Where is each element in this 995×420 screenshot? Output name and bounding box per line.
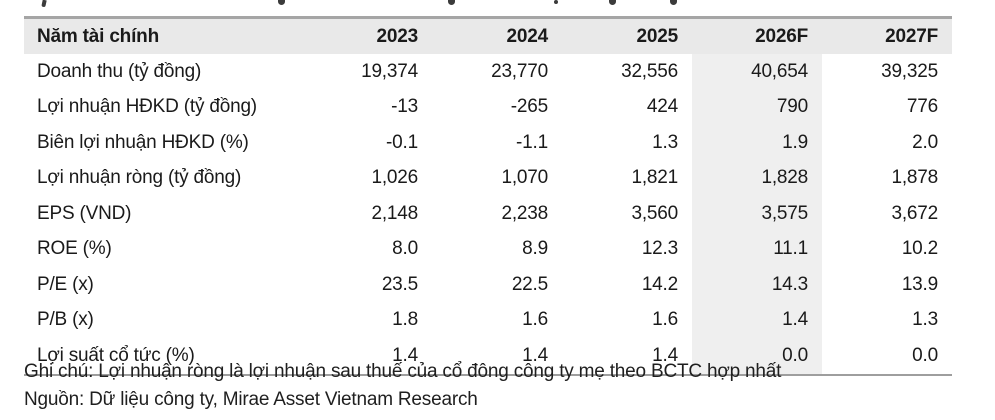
value-cell: 1.4	[652, 344, 678, 366]
value-cell: 0.0	[912, 344, 938, 366]
row-label: Biên lợi nhuận HĐKD (%)	[37, 131, 249, 153]
table-row: Doanh thu (tỷ đồng) 19,374 23,770 32,556 40,…	[24, 54, 952, 90]
source-line: Nguồn: Dữ liệu công ty, Mirae Asset Viet…	[24, 389, 478, 410]
table-row: P/E (x) 23.5 22.5 14.2 14.3 13.9	[24, 267, 952, 303]
value-cell: 3,672	[891, 202, 938, 224]
cropped-text-fragment	[554, 0, 558, 4]
value-cell: 1.8	[392, 309, 418, 331]
row-label: P/E (x)	[37, 273, 94, 295]
value-cell: 1.6	[522, 309, 548, 331]
header-2027f: 2027F	[822, 17, 952, 54]
value-cell: 8.9	[522, 238, 548, 260]
value-cell: 1,821	[631, 167, 678, 189]
table-body: Doanh thu (tỷ đồng) 19,374 23,770 32,556 40,…	[24, 54, 952, 375]
value-cell: 790	[692, 89, 822, 125]
value-cell: -265	[510, 96, 548, 118]
row-label: ROE (%)	[37, 238, 112, 260]
table-row: ROE (%) 8.0 8.9 12.3 11.1 10.2	[24, 231, 952, 267]
value-cell: 1,070	[501, 167, 548, 189]
value-cell: 424	[646, 96, 678, 118]
value-cell: 1.6	[652, 309, 678, 331]
row-label: Lợi suất cổ tức (%)	[37, 344, 195, 366]
value-cell: 2,148	[371, 202, 418, 224]
value-cell: 11.1	[692, 231, 822, 267]
table-row: Biên lợi nhuận HĐKD (%) -0.1 -1.1 1.3 1.9 2.0	[24, 125, 952, 161]
table-row: Lợi nhuận HĐKD (tỷ đồng) -13 -265 424 790 776	[24, 89, 952, 125]
value-cell: 12.3	[641, 238, 678, 260]
row-label: Lợi nhuận HĐKD (tỷ đồng)	[37, 96, 257, 118]
value-cell: -13	[391, 96, 418, 118]
footnote: Ghi chú: Lợi nhuận ròng là lợi nhuận sau…	[24, 361, 782, 382]
value-cell: 2,238	[501, 202, 548, 224]
value-cell: 23,770	[491, 60, 548, 82]
value-cell: 14.3	[692, 267, 822, 303]
value-cell: 1.3	[652, 131, 678, 153]
header-2026f: 2026F	[692, 17, 822, 54]
value-cell: 1.3	[912, 309, 938, 331]
value-cell: 10.2	[901, 238, 938, 260]
header-fiscal-year: Năm tài chính	[24, 17, 302, 54]
table-row: Lợi nhuận ròng (tỷ đồng) 1,026 1,070 1,821 1…	[24, 160, 952, 196]
value-cell: 1.9	[692, 125, 822, 161]
value-cell: 19,374	[361, 60, 418, 82]
row-label: Lợi nhuận ròng (tỷ đồng)	[37, 167, 242, 189]
cropped-text-fragment	[278, 0, 285, 5]
financial-summary-table: Năm tài chính 2023 2024 2025 2026F 2027F…	[24, 16, 952, 376]
value-cell: 40,654	[692, 54, 822, 90]
value-cell: 39,325	[881, 60, 938, 82]
header-2025: 2025	[562, 17, 692, 54]
value-cell: 776	[906, 96, 938, 118]
table-row: Lợi suất cổ tức (%) 1.4 1.4 1.4 0.0 0.0	[24, 338, 952, 375]
value-cell: 3,560	[631, 202, 678, 224]
cropped-text-fragment	[670, 0, 677, 5]
cropped-text-fragment	[41, 0, 47, 8]
table-row: P/B (x) 1.8 1.6 1.6 1.4 1.3	[24, 302, 952, 338]
row-label: EPS (VND)	[37, 202, 132, 224]
row-label: P/B (x)	[37, 309, 94, 331]
value-cell: 1,828	[692, 160, 822, 196]
value-cell: 1.4	[522, 344, 548, 366]
value-cell: 1,878	[891, 167, 938, 189]
cropped-text-fragment	[448, 0, 455, 5]
value-cell: 23.5	[381, 273, 418, 295]
value-cell: 2.0	[912, 131, 938, 153]
table-header-row: Năm tài chính 2023 2024 2025 2026F 2027F	[24, 17, 952, 54]
value-cell: -1.1	[516, 131, 548, 153]
value-cell: 14.2	[641, 273, 678, 295]
value-cell: 1.4	[692, 302, 822, 338]
value-cell: 8.0	[392, 238, 418, 260]
value-cell: 1.4	[392, 344, 418, 366]
header-2023: 2023	[302, 17, 432, 54]
value-cell: 32,556	[621, 60, 678, 82]
table-row: EPS (VND) 2,148 2,238 3,560 3,575 3,672	[24, 196, 952, 232]
value-cell: -0.1	[386, 131, 418, 153]
value-cell: 0.0	[692, 338, 822, 375]
value-cell: 13.9	[901, 273, 938, 295]
value-cell: 1,026	[371, 167, 418, 189]
cropped-text-fragment	[609, 0, 616, 5]
value-cell: 22.5	[511, 273, 548, 295]
value-cell: 3,575	[692, 196, 822, 232]
row-label: Doanh thu (tỷ đồng)	[37, 60, 202, 82]
header-2024: 2024	[432, 17, 562, 54]
